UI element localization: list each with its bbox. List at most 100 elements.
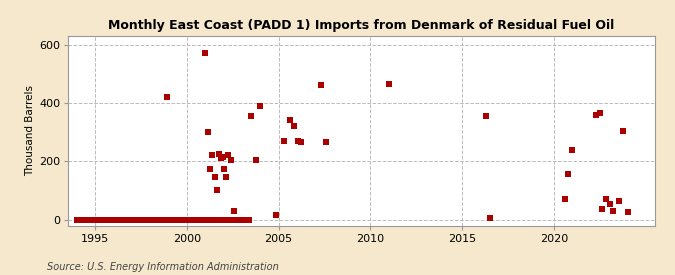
- Point: [567, 147, 578, 152]
- Point: [131, 218, 142, 222]
- Point: [215, 218, 226, 222]
- Point: [161, 218, 172, 222]
- Point: [80, 218, 91, 222]
- Point: [173, 218, 184, 222]
- Point: [136, 218, 146, 222]
- Point: [244, 218, 255, 222]
- Point: [78, 218, 88, 222]
- Point: [617, 128, 628, 133]
- Point: [225, 218, 236, 222]
- Point: [219, 166, 230, 171]
- Point: [178, 218, 189, 222]
- Point: [114, 218, 125, 222]
- Point: [111, 218, 122, 222]
- Point: [292, 139, 303, 143]
- Point: [124, 218, 134, 222]
- Point: [481, 114, 491, 118]
- Point: [192, 218, 203, 222]
- Point: [250, 158, 261, 162]
- Point: [200, 51, 211, 56]
- Point: [119, 218, 130, 222]
- Point: [194, 218, 205, 222]
- Point: [166, 218, 177, 222]
- Point: [172, 218, 183, 222]
- Point: [315, 83, 326, 87]
- Point: [155, 218, 166, 222]
- Point: [289, 124, 300, 128]
- Point: [103, 218, 114, 222]
- Point: [560, 197, 570, 201]
- Point: [137, 218, 148, 222]
- Point: [167, 218, 178, 222]
- Point: [160, 218, 171, 222]
- Point: [205, 218, 215, 222]
- Point: [74, 218, 85, 222]
- Point: [201, 218, 212, 222]
- Point: [153, 218, 163, 222]
- Point: [84, 218, 95, 222]
- Point: [217, 155, 228, 159]
- Point: [138, 218, 149, 222]
- Point: [96, 218, 107, 222]
- Point: [142, 218, 153, 222]
- Point: [221, 175, 232, 180]
- Point: [196, 218, 207, 222]
- Point: [484, 216, 495, 220]
- Point: [132, 218, 143, 222]
- Point: [234, 218, 244, 222]
- Point: [614, 199, 624, 203]
- Point: [108, 218, 119, 222]
- Point: [163, 218, 174, 222]
- Point: [202, 218, 213, 222]
- Point: [238, 218, 249, 222]
- Point: [225, 158, 236, 162]
- Point: [236, 218, 247, 222]
- Point: [85, 218, 96, 222]
- Point: [113, 218, 124, 222]
- Point: [186, 218, 197, 222]
- Point: [140, 218, 151, 222]
- Point: [601, 197, 612, 201]
- Point: [92, 218, 103, 222]
- Title: Monthly East Coast (PADD 1) Imports from Denmark of Residual Fuel Oil: Monthly East Coast (PADD 1) Imports from…: [108, 19, 614, 32]
- Point: [597, 207, 608, 212]
- Point: [224, 218, 235, 222]
- Point: [219, 218, 230, 222]
- Point: [195, 218, 206, 222]
- Point: [209, 218, 219, 222]
- Point: [229, 218, 240, 222]
- Point: [151, 218, 161, 222]
- Point: [189, 218, 200, 222]
- Point: [125, 218, 136, 222]
- Y-axis label: Thousand Barrels: Thousand Barrels: [25, 85, 35, 176]
- Point: [99, 218, 109, 222]
- Point: [171, 218, 182, 222]
- Point: [210, 175, 221, 180]
- Point: [143, 218, 154, 222]
- Point: [190, 218, 201, 222]
- Point: [232, 218, 242, 222]
- Point: [284, 118, 295, 123]
- Point: [176, 218, 186, 222]
- Point: [177, 218, 188, 222]
- Point: [109, 218, 120, 222]
- Point: [161, 95, 172, 99]
- Point: [218, 218, 229, 222]
- Point: [76, 218, 86, 222]
- Point: [207, 218, 218, 222]
- Point: [115, 218, 126, 222]
- Point: [229, 209, 240, 213]
- Point: [165, 218, 176, 222]
- Point: [623, 210, 634, 214]
- Point: [321, 140, 331, 144]
- Point: [72, 218, 82, 222]
- Point: [383, 82, 394, 86]
- Point: [279, 139, 290, 143]
- Point: [105, 218, 115, 222]
- Point: [95, 218, 105, 222]
- Point: [242, 218, 253, 222]
- Point: [130, 218, 140, 222]
- Point: [206, 218, 217, 222]
- Point: [86, 218, 97, 222]
- Point: [235, 218, 246, 222]
